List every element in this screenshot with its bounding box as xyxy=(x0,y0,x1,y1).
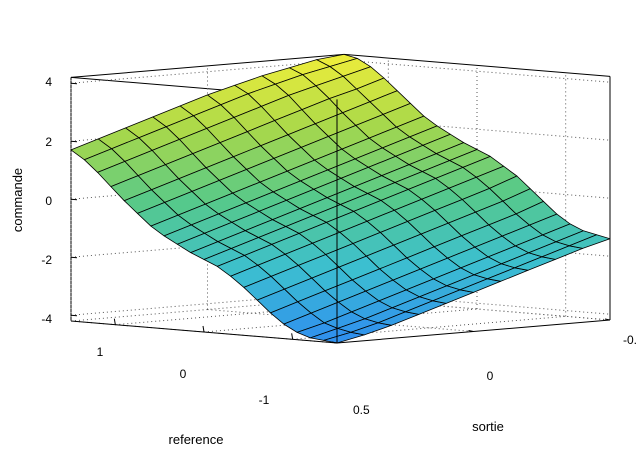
z-tick xyxy=(70,314,78,317)
x-tick-label: -1 xyxy=(259,393,270,407)
x-tick xyxy=(291,333,294,340)
grid-line xyxy=(343,59,611,83)
z-tick xyxy=(70,256,78,259)
z-tick-label: -2 xyxy=(41,253,52,267)
y-tick xyxy=(331,341,338,344)
grid-line xyxy=(70,59,345,84)
z-tick xyxy=(70,198,78,201)
y-tick-label: -0.5 xyxy=(623,333,636,347)
x-tick xyxy=(113,318,116,325)
y-tick-label: 0 xyxy=(487,369,494,383)
grid-line xyxy=(207,309,474,332)
z-tick-label: -4 xyxy=(41,312,52,326)
y-tick xyxy=(468,330,474,332)
z-tick xyxy=(70,82,78,85)
z-tick-label: 0 xyxy=(45,194,52,208)
z-tick-label: 4 xyxy=(45,75,52,89)
x-tick-label: 1 xyxy=(97,345,104,359)
x-tick xyxy=(202,325,205,333)
x-axis-label: reference xyxy=(169,432,224,447)
surface-mesh xyxy=(70,54,611,344)
y-axis-label: sortie xyxy=(472,419,504,434)
grid-line xyxy=(292,315,566,340)
y-tick-labels: 0.5 0 -0.5 xyxy=(353,333,636,417)
box-edge xyxy=(70,53,345,78)
surface-patch xyxy=(569,234,611,249)
tick-marks xyxy=(70,82,611,344)
z-axis-label: commande xyxy=(10,168,25,232)
x-tick-labels: 1 0 -1 xyxy=(97,345,270,407)
axes-box-back xyxy=(70,53,611,321)
y-tick-label: 0.5 xyxy=(353,403,370,417)
y-tick xyxy=(604,318,611,321)
z-tick-labels: 4 2 0 -2 -4 xyxy=(41,75,52,326)
box-edge xyxy=(343,53,611,77)
z-tick-label: 2 xyxy=(45,135,52,149)
z-tick xyxy=(70,140,78,143)
x-tick-label: 0 xyxy=(180,367,187,381)
